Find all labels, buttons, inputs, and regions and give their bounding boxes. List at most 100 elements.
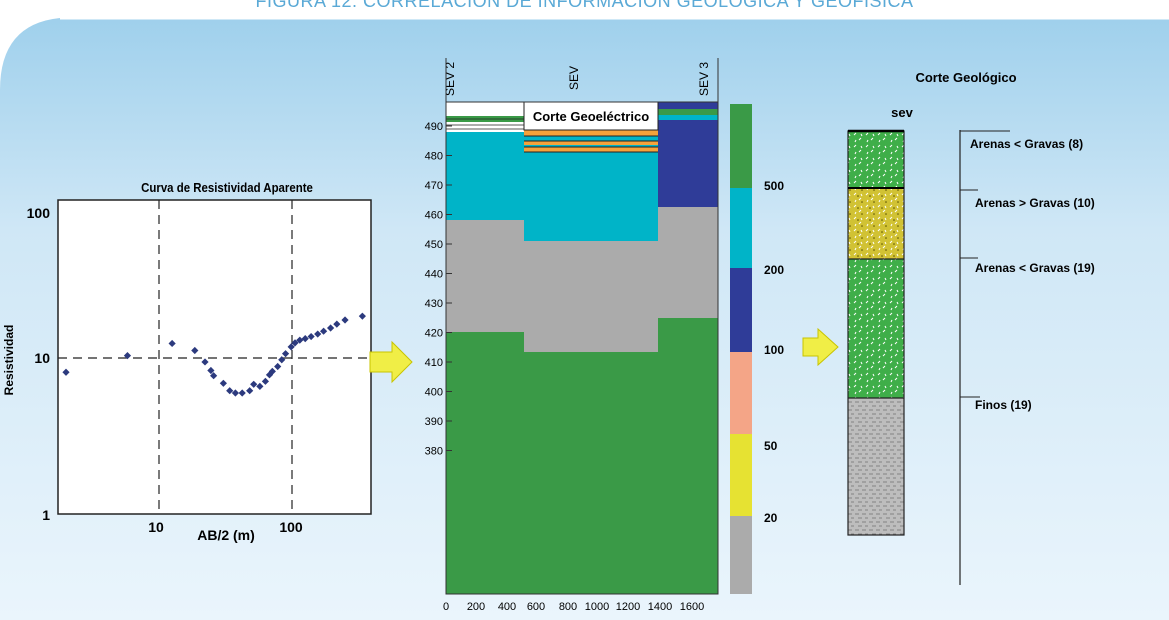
scale-label-20: 20 xyxy=(764,511,778,525)
data-point xyxy=(358,312,366,320)
data-point xyxy=(246,387,254,395)
x-tick-label: 600 xyxy=(527,601,545,613)
data-point xyxy=(219,379,227,387)
y-tick-label: 480 xyxy=(425,151,443,163)
data-point xyxy=(320,327,328,335)
layer-orange-3 xyxy=(524,147,658,152)
y-tick-label: 410 xyxy=(425,357,443,369)
x-tick-label: 1600 xyxy=(680,601,704,613)
data-point xyxy=(62,368,70,376)
x-tick-label: 800 xyxy=(559,601,577,613)
data-point xyxy=(307,332,315,341)
data-point xyxy=(274,362,282,371)
geoelectric-y-axis: 490 480 470 460 450 440 430 420 410 400 390 380 xyxy=(425,121,452,458)
layer-cyan-2 xyxy=(524,136,658,141)
geo-layer-1 xyxy=(848,131,904,188)
curve-plot-frame xyxy=(57,199,372,515)
geologic-title: Corte Geológico xyxy=(915,70,1016,85)
data-point xyxy=(301,334,309,343)
scale-salmon xyxy=(730,352,752,434)
data-point xyxy=(327,324,335,332)
y-tick-1: 1 xyxy=(42,507,50,523)
y-tick-label: 390 xyxy=(425,416,443,428)
layer-cyan-3 xyxy=(524,145,658,147)
y-tick-label: 380 xyxy=(425,446,443,458)
layer-thin-top-right xyxy=(658,102,718,109)
geo-layer-2 xyxy=(848,188,904,259)
data-point xyxy=(191,346,199,355)
data-point xyxy=(231,389,240,397)
geoelectric-section: Corte Geoeléctrico SEV 2 SEV SEV 3 490 48… xyxy=(425,58,719,613)
resistivity-curve-chart: Curva de Resistividad Aparente 100 10 1 … xyxy=(2,180,372,543)
x-tick-label: 1200 xyxy=(616,601,640,613)
x-tick-label: 0 xyxy=(443,601,449,613)
arrow-icon-left xyxy=(369,340,413,384)
layer-green-deep xyxy=(446,318,718,594)
y-tick-label: 490 xyxy=(425,121,443,133)
scale-yellow xyxy=(730,434,752,516)
data-point xyxy=(281,350,290,358)
layer-orange-1 xyxy=(524,130,658,136)
geologic-section: Corte Geológico sev Arenas < Gravas (8) … xyxy=(847,70,1095,585)
curve-x-label: AB/2 (m) xyxy=(197,527,255,543)
layer-cyan xyxy=(446,132,658,241)
data-point xyxy=(268,367,276,375)
data-point xyxy=(261,377,270,385)
data-point xyxy=(123,352,132,360)
x-tick-label: 400 xyxy=(498,601,516,613)
layer-navy-right xyxy=(658,120,718,207)
geo-layer-label-3: Arenas < Gravas (19) xyxy=(975,261,1095,275)
data-point xyxy=(341,316,349,324)
geo-layer-4 xyxy=(848,398,904,535)
data-point xyxy=(168,339,176,348)
sev-label-sev: SEV xyxy=(567,66,581,90)
data-point xyxy=(238,389,246,397)
y-tick-label: 420 xyxy=(425,328,443,340)
layer-green-thin-right xyxy=(658,109,718,115)
x-tick-label: 200 xyxy=(467,601,485,613)
y-tick-label: 450 xyxy=(425,239,443,251)
data-point xyxy=(333,320,341,328)
arrow-icon-right xyxy=(802,327,839,367)
data-point xyxy=(291,339,299,347)
curve-y-label: Resistividad xyxy=(2,325,16,396)
data-point xyxy=(287,343,295,351)
geologic-sev-label: sev xyxy=(891,105,913,120)
x-tick-label: 1000 xyxy=(585,601,609,613)
y-tick-label: 440 xyxy=(425,269,443,281)
scale-navy xyxy=(730,268,752,352)
curve-title: Curva de Resistividad Aparente xyxy=(141,180,313,195)
layer-orange-2 xyxy=(524,141,658,145)
scale-label-100: 100 xyxy=(764,343,784,357)
data-point xyxy=(250,380,258,388)
data-point xyxy=(265,371,274,379)
y-tick-label: 470 xyxy=(425,180,443,192)
layer-gray xyxy=(446,207,718,352)
scale-label-50: 50 xyxy=(764,439,778,453)
scale-cyan xyxy=(730,188,752,268)
data-point xyxy=(226,387,234,395)
geoelectric-title-box xyxy=(523,101,659,131)
geo-layer-label-2: Arenas > Gravas (10) xyxy=(975,196,1095,210)
data-point xyxy=(201,358,209,366)
curve-points xyxy=(62,312,366,397)
data-point xyxy=(256,382,264,390)
data-point xyxy=(278,356,286,364)
y-tick-label: 400 xyxy=(425,387,443,399)
x-tick-10: 10 xyxy=(148,519,164,535)
y-tick-label: 460 xyxy=(425,210,443,222)
geoelectric-x-axis: 0 200 400 600 800 1000 1200 1400 1600 xyxy=(443,601,704,613)
y-tick-100: 100 xyxy=(27,205,51,221)
y-tick-10: 10 xyxy=(34,350,50,366)
geo-layer-label-4: Finos (19) xyxy=(975,398,1032,412)
sev-label-sev3: SEV 3 xyxy=(697,62,711,96)
layer-cyan-thin-right xyxy=(658,115,718,120)
data-point xyxy=(210,372,218,380)
scale-label-500: 500 xyxy=(764,179,784,193)
geo-layer-3 xyxy=(848,259,904,398)
sev-label-sev2: SEV 2 xyxy=(443,62,457,96)
data-point xyxy=(296,336,304,344)
color-scale: 500 200 100 50 20 xyxy=(730,104,784,594)
y-tick-label: 430 xyxy=(425,298,443,310)
